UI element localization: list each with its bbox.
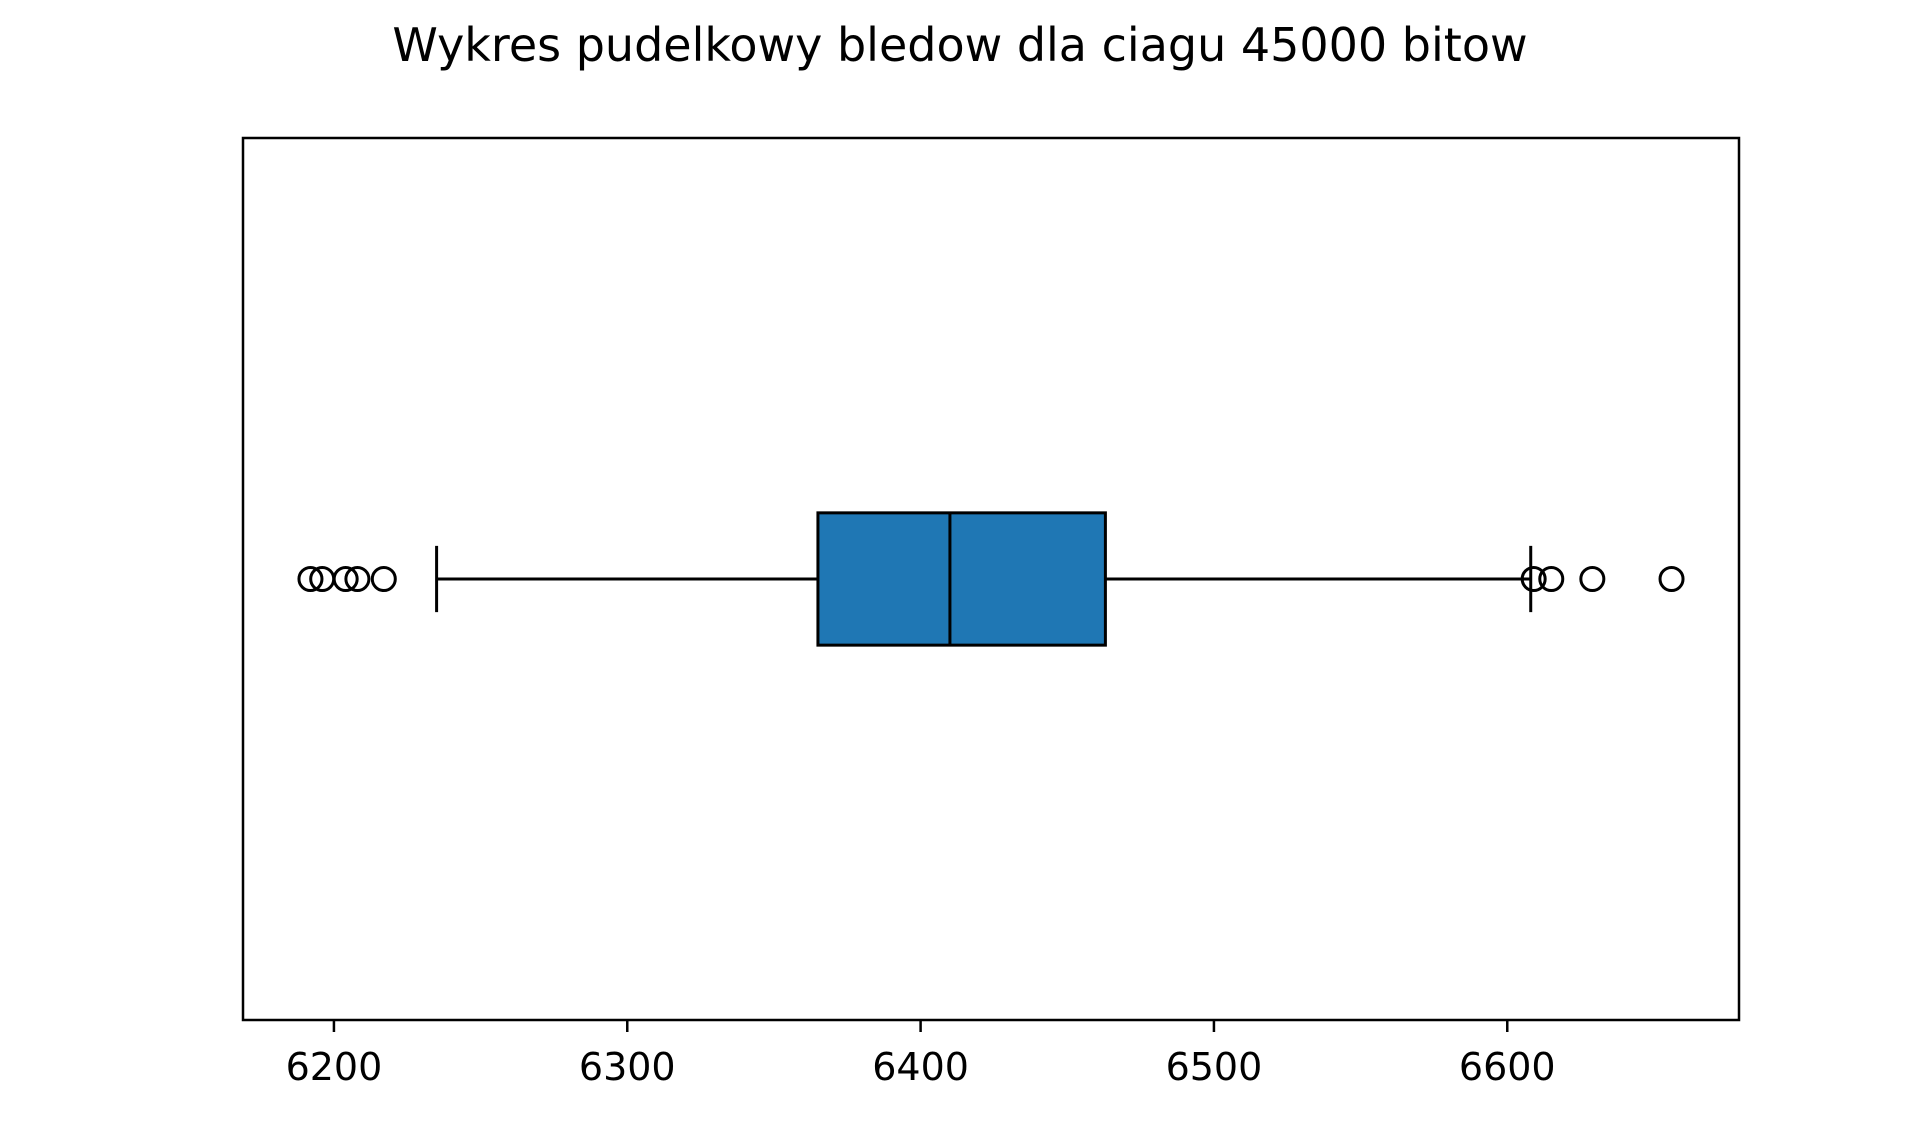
outlier-point [344,566,371,592]
x-tick-label: 6300 [579,1045,676,1089]
outlier-point [370,566,397,592]
chart-title: Wykres pudelkowy bledow dla ciagu 45000 … [392,18,1528,72]
x-tick-label: 6200 [286,1045,383,1089]
axes-frame [241,136,1741,1022]
outlier-point [1579,566,1606,592]
x-tick-label: 6500 [1166,1045,1263,1089]
x-tick-label: 6600 [1459,1045,1556,1089]
plot-content [297,511,1685,647]
outlier-point [1520,566,1547,592]
outlier-point [1658,566,1685,592]
iqr-box [816,511,1107,647]
x-tick-label: 6400 [872,1045,969,1089]
outlier-point [332,566,359,592]
outlier-point [297,566,324,592]
outlier-point [1538,566,1565,592]
x-axis: 6200 6300 6400 6500 6600 [286,1020,1556,1089]
